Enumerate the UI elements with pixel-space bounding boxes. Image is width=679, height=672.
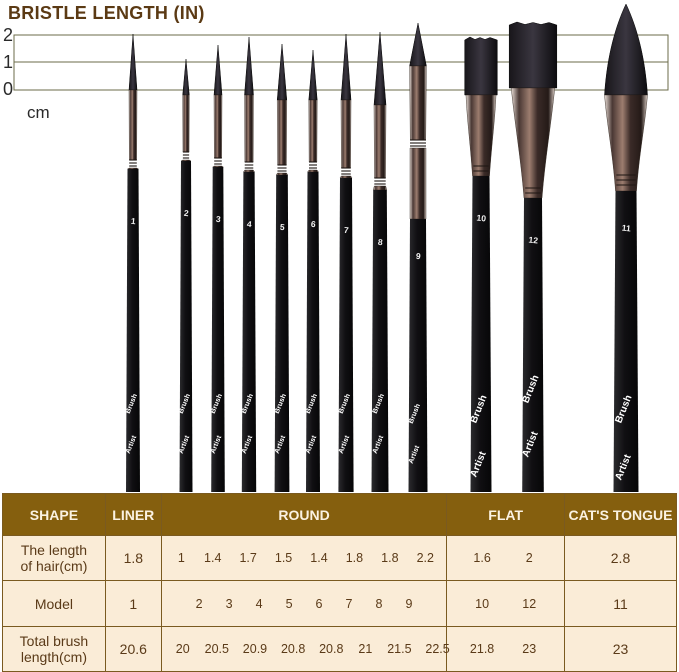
svg-text:11: 11	[621, 223, 631, 234]
svg-text:10: 10	[476, 213, 487, 224]
svg-text:12: 12	[528, 235, 539, 246]
